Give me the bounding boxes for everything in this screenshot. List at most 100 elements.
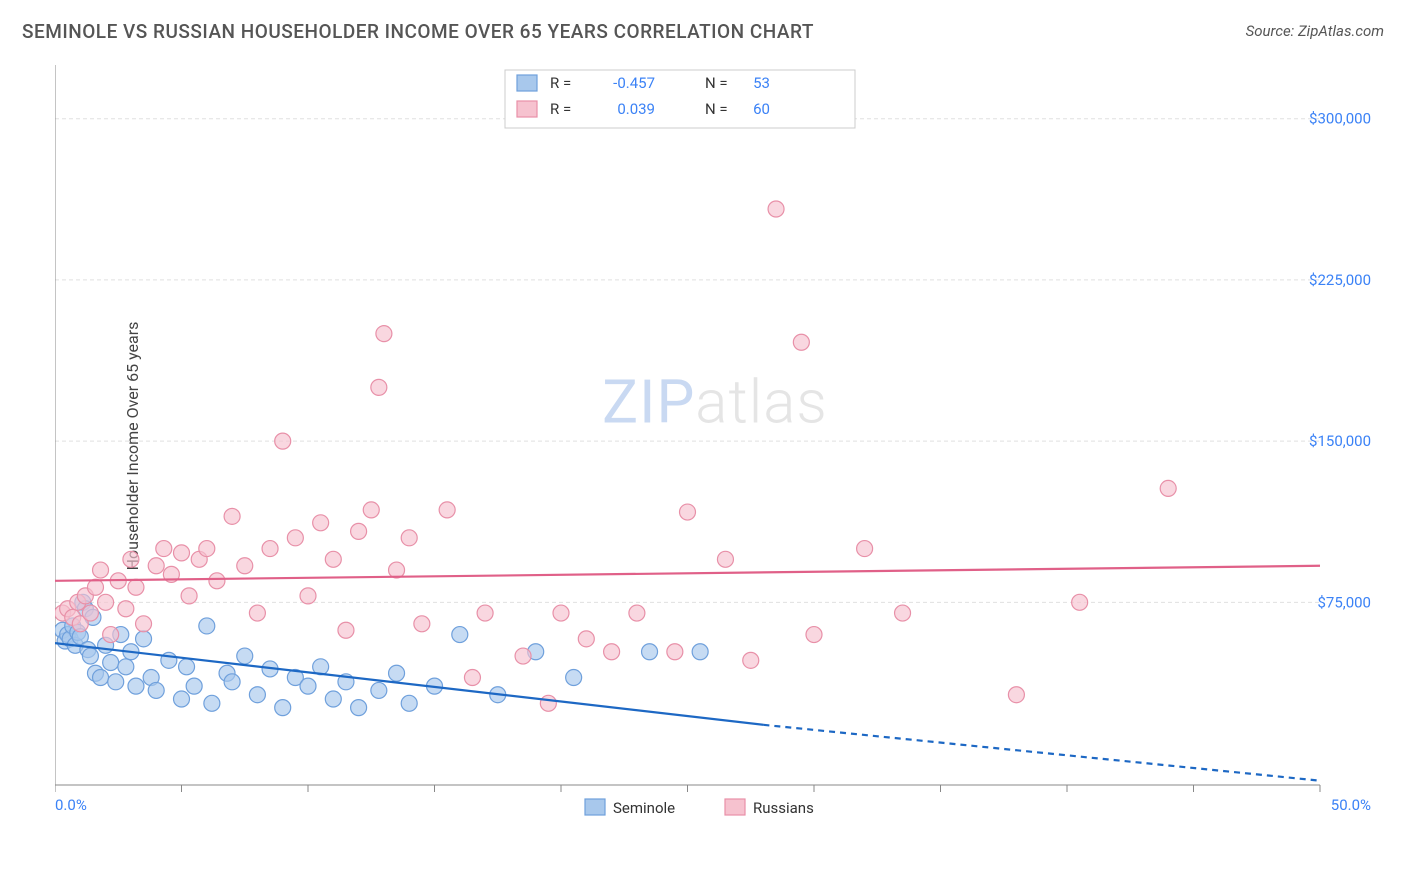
- russians-point: [325, 551, 341, 567]
- russians-point: [895, 605, 911, 621]
- russians-point: [174, 545, 190, 561]
- legend-r-value: 0.039: [617, 100, 655, 118]
- seminole-point: [325, 691, 341, 707]
- russians-point: [401, 530, 417, 546]
- russians-point: [857, 541, 873, 557]
- seminole-point: [93, 670, 109, 686]
- russians-point: [87, 579, 103, 595]
- russians-point: [93, 562, 109, 578]
- russians-point: [371, 379, 387, 395]
- legend-n-label: N =: [705, 74, 728, 92]
- russians-point: [793, 334, 809, 350]
- russians-point: [515, 648, 531, 664]
- russians-point: [118, 601, 134, 617]
- seminole-point: [566, 670, 582, 686]
- russians-point: [1008, 687, 1024, 703]
- russians-point: [287, 530, 303, 546]
- y-tick-label: $75,000: [1317, 593, 1371, 611]
- russians-point: [553, 605, 569, 621]
- russians-point: [629, 605, 645, 621]
- russians-point: [376, 326, 392, 342]
- russians-point: [148, 558, 164, 574]
- russians-point: [439, 502, 455, 518]
- seminole-point: [371, 682, 387, 698]
- russians-point: [262, 541, 278, 557]
- russians-point: [199, 541, 215, 557]
- seminole-point: [118, 659, 134, 675]
- russians-point: [464, 670, 480, 686]
- russians-point: [604, 644, 620, 660]
- russians-point: [806, 627, 822, 643]
- russians-point: [578, 631, 594, 647]
- legend-r-value: -0.457: [613, 74, 655, 92]
- russians-point: [128, 579, 144, 595]
- russians-point: [103, 627, 119, 643]
- y-tick-label: $150,000: [1309, 432, 1371, 450]
- source-prefix: Source:: [1246, 22, 1298, 40]
- seminole-point: [351, 700, 367, 716]
- seminole-point: [174, 691, 190, 707]
- seminole-point: [401, 695, 417, 711]
- seminole-point: [199, 618, 215, 634]
- russians-point: [181, 588, 197, 604]
- seminole-point: [275, 700, 291, 716]
- russians-point: [363, 502, 379, 518]
- russians-point: [414, 616, 430, 632]
- russians-point: [743, 652, 759, 668]
- russians-point: [540, 695, 556, 711]
- legend-r-label: R =: [550, 100, 571, 118]
- legend-n-value: 60: [753, 100, 770, 118]
- russians-point: [136, 616, 152, 632]
- russians-point: [717, 551, 733, 567]
- russians-point: [667, 644, 683, 660]
- chart-title: SEMINOLE VS RUSSIAN HOUSEHOLDER INCOME O…: [22, 20, 814, 43]
- source-name: ZipAtlas.com: [1298, 22, 1384, 40]
- seminole-point: [452, 627, 468, 643]
- seminole-point: [108, 674, 124, 690]
- legend-n-label: N =: [705, 100, 728, 118]
- seminole-point: [642, 644, 658, 660]
- seminole-point: [179, 659, 195, 675]
- russians-point: [300, 588, 316, 604]
- seminole-point: [249, 687, 265, 703]
- seminole-point: [103, 654, 119, 670]
- seminole-point: [82, 648, 98, 664]
- seminole-point: [204, 695, 220, 711]
- bottom-legend-swatch: [585, 799, 605, 815]
- seminole-point: [300, 678, 316, 694]
- russians-point: [123, 551, 139, 567]
- source-attribution: Source: ZipAtlas.com: [1246, 22, 1384, 40]
- seminole-point: [389, 665, 405, 681]
- russians-point: [209, 573, 225, 589]
- russians-point: [477, 605, 493, 621]
- seminole-point: [148, 682, 164, 698]
- x-tick-label-right: 50.0%: [1331, 796, 1371, 814]
- russians-point: [98, 594, 114, 610]
- x-tick-label-left: 0.0%: [55, 796, 87, 814]
- russians-point: [1072, 594, 1088, 610]
- y-tick-label: $300,000: [1309, 110, 1371, 128]
- legend-r-label: R =: [550, 74, 571, 92]
- russians-point: [338, 622, 354, 638]
- seminole-point: [136, 631, 152, 647]
- russians-point: [313, 515, 329, 531]
- bottom-legend-swatch: [725, 799, 745, 815]
- russians-point: [351, 523, 367, 539]
- seminole-point: [237, 648, 253, 664]
- russians-point: [82, 605, 98, 621]
- legend-swatch: [517, 75, 537, 91]
- y-tick-label: $225,000: [1309, 271, 1371, 289]
- russians-point: [275, 433, 291, 449]
- russians-point: [680, 504, 696, 520]
- seminole-point: [692, 644, 708, 660]
- legend-swatch: [517, 101, 537, 117]
- russians-point: [768, 201, 784, 217]
- scatter-plot: $75,000 $150,000 $225,000 $300,000 0.0% 50.0%…: [55, 55, 1375, 825]
- legend-n-value: 53: [753, 74, 770, 92]
- bottom-legend-label: Russians: [753, 799, 814, 817]
- seminole-point: [224, 674, 240, 690]
- russians-point: [249, 605, 265, 621]
- bottom-legend-label: Seminole: [613, 799, 675, 817]
- russians-point: [156, 541, 172, 557]
- chart-svg: $75,000 $150,000 $225,000 $300,000 0.0% 50.0%…: [55, 55, 1375, 825]
